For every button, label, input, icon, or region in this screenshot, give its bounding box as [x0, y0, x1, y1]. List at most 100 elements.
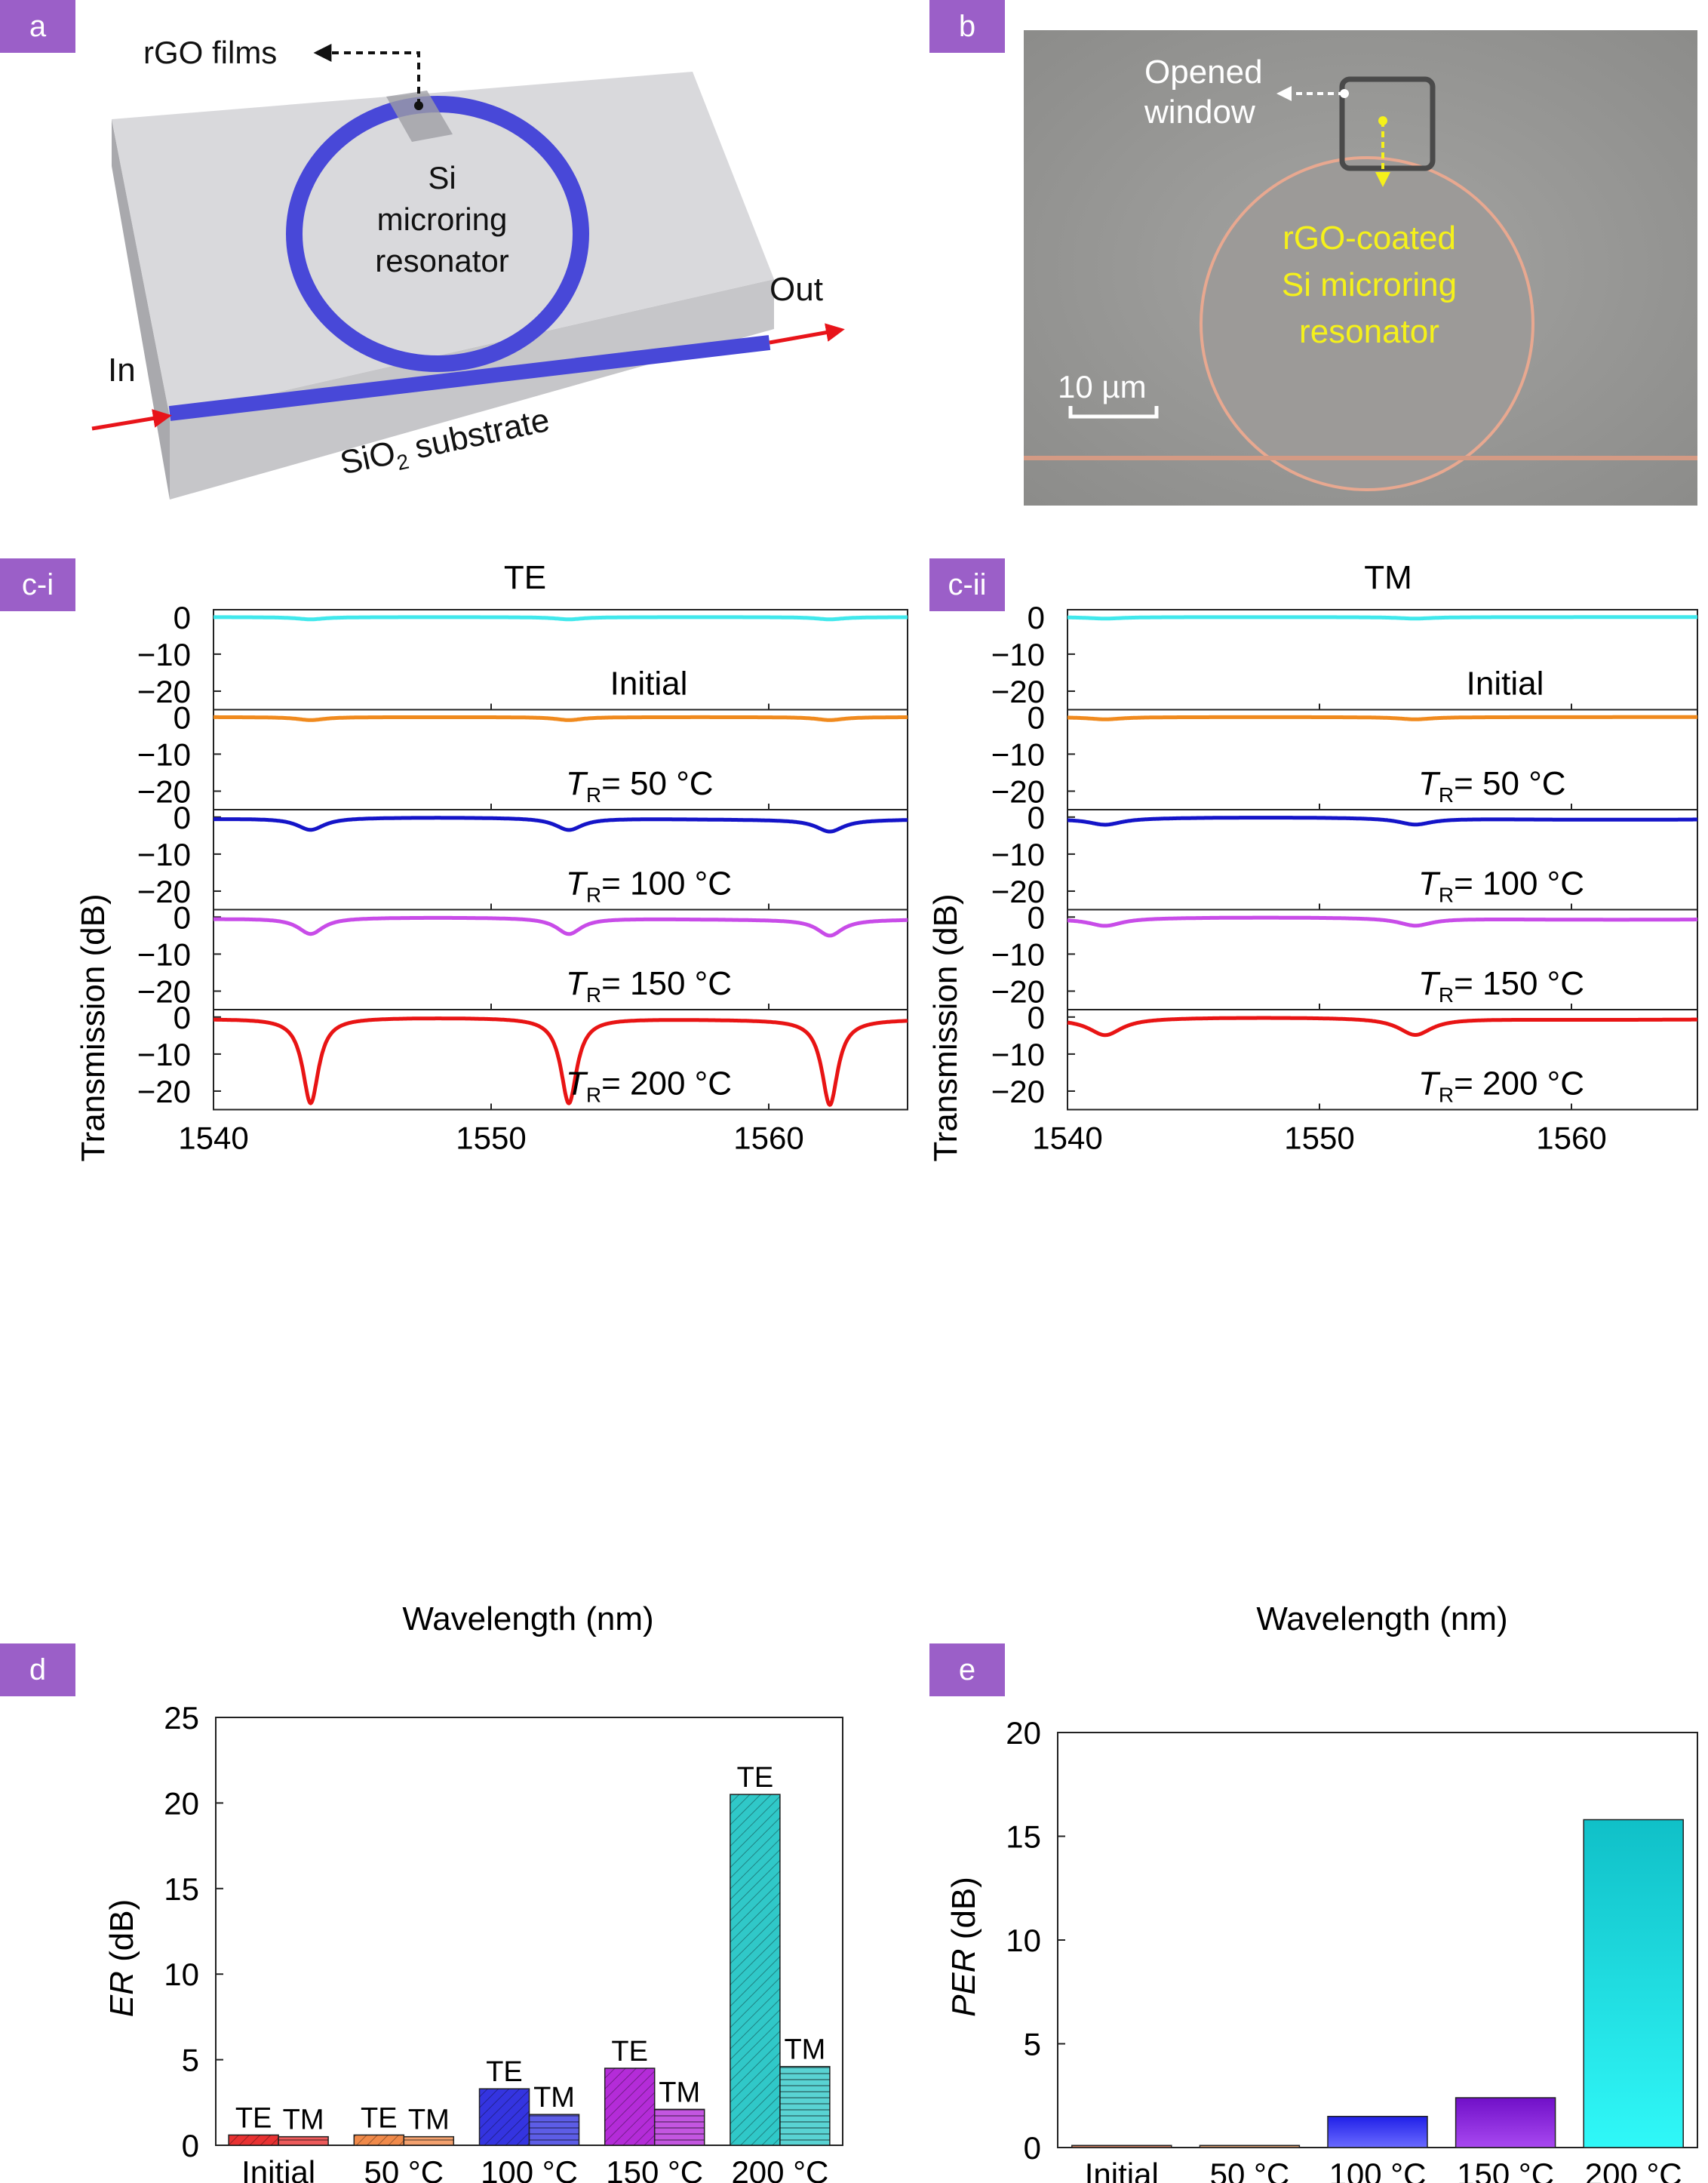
tm-xtick-label: 1550 [1284, 1121, 1354, 1156]
te-ytick-label: −10 [137, 736, 191, 772]
tm-row-label-1: TR= 50 °C [1418, 765, 1566, 807]
tm-subplot-frame-4 [1067, 1009, 1698, 1111]
per-bar [1071, 2145, 1172, 2148]
tm-row-label-initial: Initial [1467, 666, 1544, 703]
tm-xlabel: Wavelength (nm) [1256, 1600, 1507, 1637]
tm-row-label-3: TR= 150 °C [1418, 965, 1584, 1007]
er-category-label: 150 °C [606, 2154, 703, 2183]
per-category-label: 150 °C [1457, 2157, 1554, 2183]
bus-waveguide-image [1024, 456, 1697, 460]
er-bar-series-label: TM [659, 2077, 700, 2108]
te-title: TE [504, 559, 546, 596]
microring-image [1200, 156, 1534, 491]
tm-ytick-label: −20 [991, 874, 1045, 909]
er-category-label: 200 °C [731, 2154, 828, 2183]
er-ytick-label: 25 [164, 1700, 199, 1736]
te-row-label-4: TR= 200 °C [566, 1065, 732, 1107]
er-bar-series-label: TM [533, 2082, 575, 2114]
tm-ytick-label: −10 [991, 936, 1045, 972]
te-spectrum-line-4 [212, 1016, 909, 1107]
tm-ytick-label: −20 [991, 1074, 1045, 1109]
device-schematic: rGO films Si microring resonator Out In … [91, 35, 845, 500]
tm-subplot-frame-1 [1067, 709, 1698, 810]
tm-ytick-label: 0 [1028, 699, 1045, 735]
er-bar-chart: ER (dB) 0 5 10 15 20 25 Initial TE TM 50 °C TE TM 10… [103, 1700, 843, 2183]
er-bar-hatch [529, 2114, 579, 2145]
tm-row-label-2: TR= 100 °C [1418, 866, 1584, 907]
er-bar-series-label: TM [408, 2105, 450, 2136]
panel-label-b: b [929, 0, 1005, 53]
te-row-label-initial: Initial [610, 666, 688, 703]
te-ytick-label: −20 [137, 1074, 191, 1109]
tm-row-label-4: TR= 200 °C [1418, 1065, 1584, 1107]
te-ytick-label: 0 [174, 600, 191, 635]
microring [286, 96, 589, 372]
te-ylabel: Transmission (dB) [75, 893, 112, 1161]
panel-label-e: e [929, 1643, 1005, 1696]
er-bar-hatch [779, 2066, 830, 2145]
te-subplot-frame-1 [213, 709, 908, 810]
bus-waveguide [168, 335, 771, 421]
te-spectrum-line-1 [212, 715, 909, 722]
er-bar-hatch [354, 2135, 404, 2145]
per-ytick-label: 20 [1006, 1715, 1041, 1751]
te-xtick-label: 1550 [456, 1121, 526, 1156]
er-ytick-label: 10 [164, 1957, 199, 1992]
er-bar-hatch [604, 2068, 655, 2145]
per-ytick-label: 10 [1006, 1923, 1041, 1958]
er-ytick-label: 0 [182, 2128, 199, 2163]
per-category-label: 100 °C [1329, 2157, 1427, 2183]
tm-ytick-label: 0 [1028, 1000, 1045, 1035]
tm-title: TM [1364, 559, 1412, 596]
tm-spectrum-line-4 [1066, 1016, 1699, 1038]
rgo-films-label: rGO films [143, 35, 277, 70]
te-spectrum-line-2 [212, 816, 909, 834]
te-xtick-label: 1540 [178, 1121, 248, 1156]
opened-window-label-2: window [1144, 94, 1255, 131]
te-ytick-label: 0 [174, 899, 191, 935]
er-bar-series-label: TE [361, 2102, 398, 2134]
te-ytick-label: −20 [137, 874, 191, 909]
rgo-film-patch [386, 91, 453, 142]
transmission-spectra: TE TM Transmission (dB) Transmission (dB… [75, 559, 1699, 1637]
te-subplot-frame-0 [213, 609, 908, 711]
per-bar [1199, 2145, 1301, 2148]
panel-label-a: a [0, 0, 75, 53]
tm-ytick-label: −10 [991, 1037, 1045, 1072]
tm-spectrum-line-1 [1066, 715, 1699, 721]
er-bar-hatch [654, 2109, 705, 2145]
te-spectrum-line-3 [212, 915, 909, 938]
er-bar-series-label: TM [283, 2105, 324, 2136]
te-subplot-frame-4 [213, 1009, 908, 1111]
er-ytick-label: 5 [182, 2043, 199, 2078]
tm-ylabel: Transmission (dB) [927, 893, 964, 1161]
er-bar-series-label: TE [611, 2036, 648, 2068]
per-bar [1327, 2116, 1428, 2148]
tm-ytick-label: −20 [991, 674, 1045, 709]
output-arrow [769, 323, 845, 345]
scale-bar-label: 10 µm [1058, 369, 1147, 404]
out-label: Out [770, 271, 823, 308]
er-bar-hatch [229, 2135, 279, 2145]
panel-label-c-i: c-i [0, 558, 75, 611]
per-bar [1455, 2097, 1556, 2148]
per-ylabel: PER (dB) [945, 1877, 982, 2017]
coated-label-3: resonator [1299, 313, 1439, 350]
tm-ytick-label: 0 [1028, 600, 1045, 635]
te-ytick-label: 0 [174, 1000, 191, 1035]
opened-window-label-1: Opened [1144, 54, 1263, 91]
in-label: In [108, 352, 136, 389]
er-category-label: 50 °C [364, 2154, 444, 2183]
te-row-label-2: TR= 100 °C [566, 866, 732, 907]
per-ytick-label: 0 [1024, 2130, 1041, 2166]
er-ylabel: ER (dB) [103, 1899, 140, 2017]
tm-xtick-label: 1560 [1536, 1121, 1606, 1156]
substrate-front-face [170, 279, 774, 500]
tm-ytick-label: −20 [991, 973, 1045, 1009]
er-bar-hatch [404, 2136, 454, 2145]
panel-label-d: d [0, 1643, 75, 1696]
te-ytick-label: −20 [137, 674, 191, 709]
tm-spectrum-line-0 [1066, 615, 1699, 621]
tm-subplot-frame-2 [1067, 809, 1698, 911]
per-ytick-label: 5 [1024, 2027, 1041, 2062]
